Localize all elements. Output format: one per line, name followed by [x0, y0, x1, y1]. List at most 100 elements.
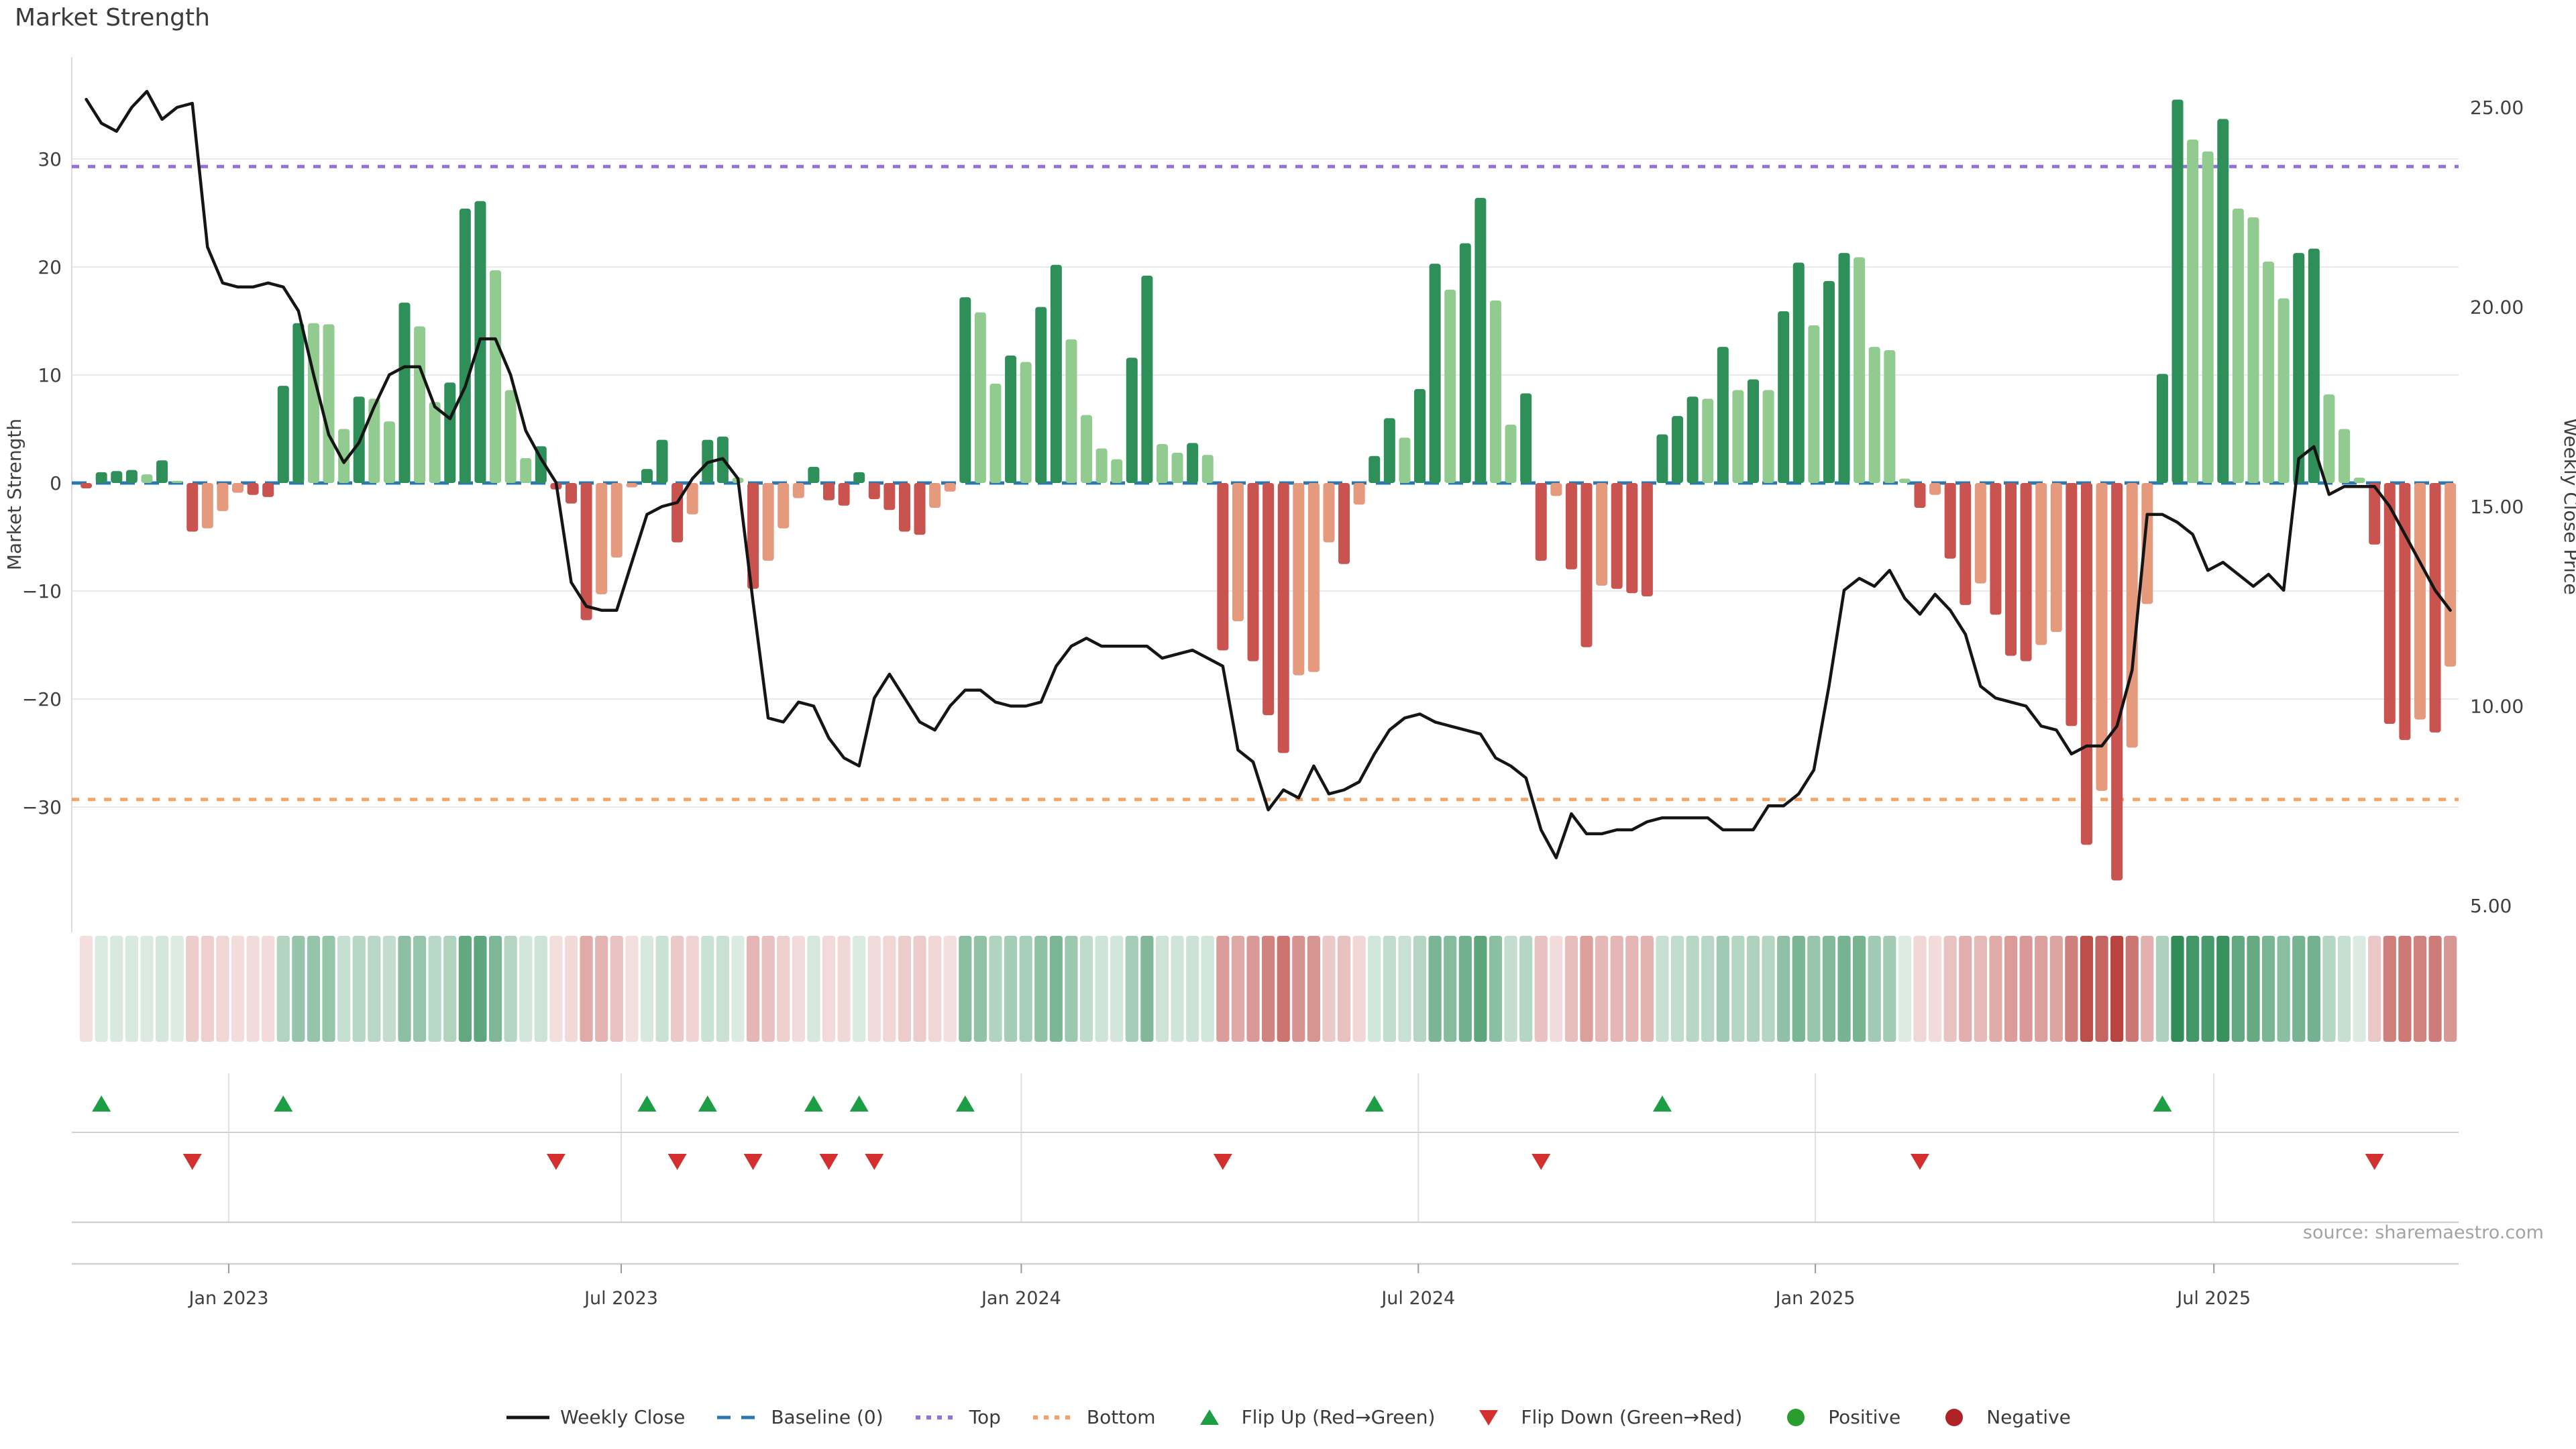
strength-bar — [868, 483, 880, 500]
strength-bar — [1247, 483, 1259, 661]
heatmap-cell — [1625, 936, 1639, 1042]
flip-up-triangle-icon — [1364, 1095, 1384, 1112]
heatmap-cell — [701, 936, 714, 1042]
flip-up-triangle-icon — [92, 1095, 111, 1112]
heatmap-cell — [1550, 936, 1563, 1042]
right-axis-tick: 15.00 — [2470, 496, 2524, 518]
strength-bar — [2202, 151, 2214, 484]
heatmap-cell — [2019, 936, 2033, 1042]
strength-bar — [1990, 483, 2002, 615]
heatmap-cell — [1125, 936, 1138, 1042]
legend-item-bottom: Bottom — [1032, 1406, 1156, 1428]
strength-bar — [580, 483, 592, 621]
heatmap-cell — [2141, 936, 2154, 1042]
negative-dot-icon — [1945, 1408, 1964, 1426]
heatmap-cell — [1928, 936, 1942, 1042]
strength-bar — [565, 483, 577, 504]
strength-bar — [1823, 280, 1835, 483]
strength-bar — [277, 386, 289, 483]
strength-bar — [2339, 429, 2351, 483]
left-axis-tick: −20 — [22, 688, 62, 710]
strength-bar — [686, 483, 698, 515]
heatmap-cell — [1640, 936, 1654, 1042]
strength-bar — [1505, 425, 1517, 483]
heatmap-cell — [883, 936, 896, 1042]
strength-bar — [777, 483, 790, 529]
strength-bar — [429, 402, 441, 483]
x-axis-tick: Jul 2024 — [1380, 1288, 1455, 1309]
heatmap-cell — [777, 936, 790, 1042]
heatmap-cell — [2155, 936, 2169, 1042]
strength-bar — [80, 483, 93, 489]
strength-bar — [1792, 262, 1805, 483]
strength-bar — [1596, 483, 1608, 586]
strength-bar — [1914, 483, 1926, 508]
strength-bar — [1808, 325, 1820, 483]
legend-item-flip-up-red-green: Flip Up (Red→Green) — [1187, 1406, 1435, 1428]
legend-label: Baseline (0) — [771, 1406, 883, 1428]
left-axis-tick: 30 — [38, 148, 62, 170]
heatmap-cell — [2201, 936, 2214, 1042]
heatmap-cell — [519, 936, 533, 1042]
heatmap-cell — [246, 936, 260, 1042]
strength-bar — [1974, 483, 1986, 584]
heatmap-cell — [1777, 936, 1790, 1042]
strength-bar — [1353, 483, 1365, 505]
strength-bar — [1126, 358, 1138, 483]
strength-bar — [307, 323, 319, 483]
strength-bar — [1520, 393, 1532, 483]
legend-label: Bottom — [1086, 1406, 1156, 1428]
strength-bar — [398, 303, 411, 483]
strength-bar — [641, 469, 653, 483]
heatmap-cell — [1079, 936, 1093, 1042]
flip-up-triangle-icon — [955, 1095, 975, 1112]
strength-bar — [1702, 398, 1714, 483]
heatmap-cell — [1307, 936, 1320, 1042]
strength-bar — [2187, 140, 2199, 483]
strength-bar — [1307, 483, 1320, 672]
flip-down-triangle-icon — [1910, 1154, 1929, 1170]
heatmap-cell — [671, 936, 684, 1042]
strength-bar — [1065, 339, 1077, 483]
strength-bar — [1686, 396, 1699, 483]
heatmap-cell — [504, 936, 517, 1042]
heatmap-cell — [262, 936, 275, 1042]
heatmap-cell — [170, 936, 184, 1042]
heatmap-cell — [2292, 936, 2306, 1042]
heatmap-cell — [1458, 936, 1472, 1042]
strength-bar — [1732, 390, 1744, 483]
strength-bar — [2080, 483, 2092, 845]
strength-bar — [792, 483, 804, 498]
strength-bar — [1929, 483, 1941, 495]
strength-bar — [610, 483, 623, 558]
heatmap-cell — [1883, 936, 1896, 1042]
strength-bar — [1293, 483, 1305, 676]
strength-bar — [959, 297, 971, 483]
strength-bar — [1111, 459, 1123, 483]
strength-bar — [368, 398, 380, 483]
heatmap-cell — [2171, 936, 2184, 1042]
strength-bar — [1459, 243, 1471, 483]
strength-bar — [2414, 483, 2426, 720]
strength-bar — [1944, 483, 1956, 559]
flip-marker-strip — [72, 1073, 2459, 1265]
x-axis-tick: Jan 2024 — [980, 1288, 1061, 1309]
strength-bar — [1626, 483, 1638, 594]
heatmap-cell — [1049, 936, 1063, 1042]
strength-bar — [1232, 483, 1244, 622]
heatmap-cell — [686, 936, 699, 1042]
strength-bar — [186, 483, 199, 532]
legend-label: Negative — [1986, 1406, 2071, 1428]
line-swatch-icon — [506, 1415, 550, 1419]
strength-bar — [1565, 483, 1577, 570]
strength-bar — [1672, 416, 1684, 483]
legend-label: Weekly Close — [560, 1406, 686, 1428]
legend-label: Top — [969, 1406, 1001, 1428]
heatmap-cell — [352, 936, 366, 1042]
heatmap-cell — [2004, 936, 2018, 1042]
strength-bar — [2232, 209, 2244, 483]
strength-bar — [1854, 257, 1866, 483]
strength-bar — [2323, 394, 2335, 483]
flip-down-triangle-icon — [1532, 1154, 1551, 1170]
